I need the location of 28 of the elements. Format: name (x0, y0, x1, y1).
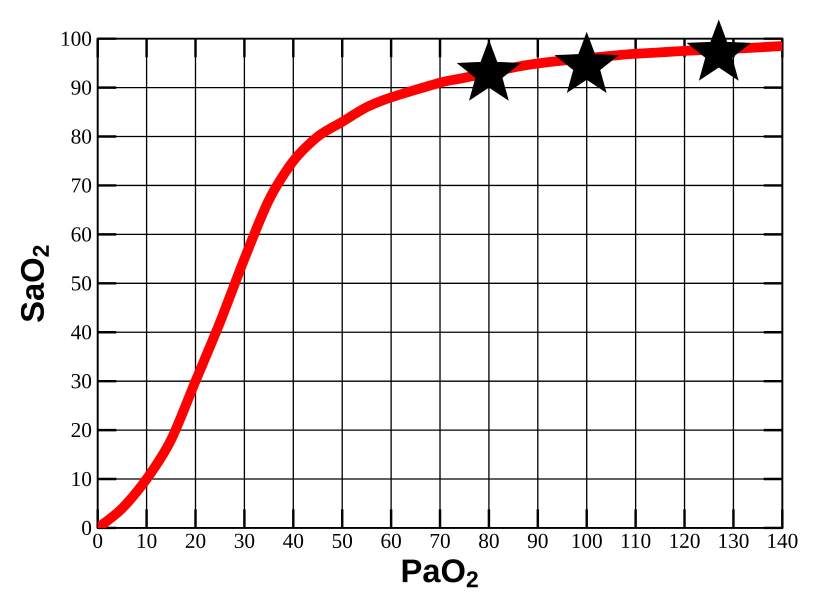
x-tick-label: 0 (93, 534, 102, 548)
y-tick-label: 90 (71, 80, 92, 95)
y-tick-label: 70 (72, 178, 92, 192)
y-tick-label: 40 (71, 324, 92, 340)
x-tick-label: 140 (768, 534, 798, 548)
x-tick-label: 90 (528, 534, 548, 548)
y-tick-label: 30 (72, 374, 92, 388)
y-tick-label: 20 (72, 422, 92, 438)
x-tick-label: 20 (186, 534, 206, 548)
text: SaO$_{2}$ (20, 245, 49, 322)
x-tick-label: 80 (479, 534, 499, 548)
x-tick-label: 120 (670, 534, 700, 548)
x-tick-label: 130 (719, 534, 749, 548)
x-tick-label: 110 (622, 534, 650, 548)
y-tick-label: 80 (71, 129, 92, 144)
y-tick-label: 0 (82, 520, 92, 535)
y-tick-label: 50 (72, 276, 92, 290)
y-tick-label: 100 (62, 31, 92, 46)
y-tick-label: 60 (72, 227, 92, 242)
x-tick-label: 40 (283, 534, 304, 548)
x-tick-label: 60 (381, 534, 401, 548)
x-tick-label: 10 (138, 534, 156, 548)
x-tick-label: 70 (430, 534, 450, 548)
text: PaO$_{2}$ (402, 559, 478, 588)
x-tick-label: 30 (234, 534, 254, 548)
x-tick-label: 50 (332, 534, 352, 548)
x-tick-label: 100 (572, 534, 602, 548)
y-tick-label: 10 (72, 472, 92, 486)
